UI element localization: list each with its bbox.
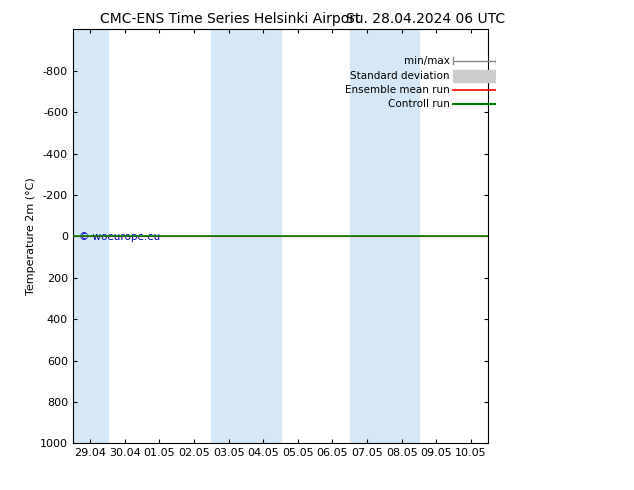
Bar	[211, 29, 280, 443]
Bar	[73, 29, 108, 443]
Y-axis label: Temperature 2m (°C): Temperature 2m (°C)	[26, 177, 36, 295]
Text: Controll run: Controll run	[388, 99, 450, 109]
Text: Standard deviation: Standard deviation	[351, 71, 450, 81]
Bar	[453, 71, 496, 82]
Text: Ensemble mean run: Ensemble mean run	[346, 85, 450, 96]
Bar	[350, 29, 419, 443]
Text: © woeurope.eu: © woeurope.eu	[79, 232, 160, 242]
Text: min/max: min/max	[404, 56, 450, 66]
Text: Su. 28.04.2024 06 UTC: Su. 28.04.2024 06 UTC	[346, 12, 505, 26]
Text: CMC-ENS Time Series Helsinki Airport: CMC-ENS Time Series Helsinki Airport	[100, 12, 361, 26]
